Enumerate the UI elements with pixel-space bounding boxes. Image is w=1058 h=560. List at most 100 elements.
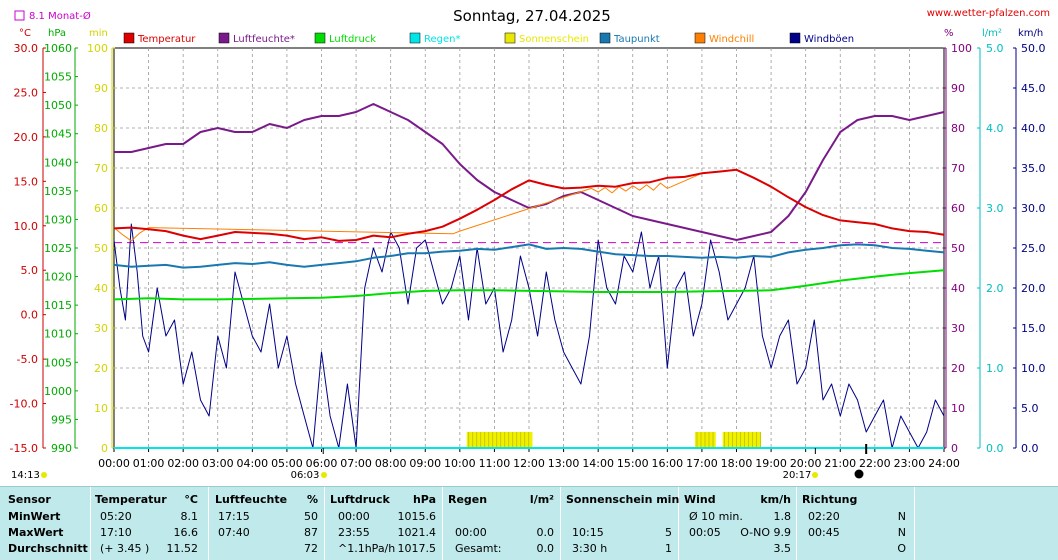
series-temperatur-line (113, 168, 945, 242)
x-tick-label: 19:00 (755, 457, 787, 470)
table-cell: 3:30 h (572, 542, 608, 555)
legend-label: Sonnenschein (519, 34, 589, 45)
wind-axis-tick-label: 40.0 (1021, 122, 1046, 135)
table-divider (678, 487, 679, 560)
sunrise-time: 06:03 (291, 470, 320, 481)
press-axis-tick-label: 1005 (44, 356, 72, 369)
rain-axis-tick-label: 5.0 (986, 42, 1004, 55)
table-cell: 10:15 (572, 526, 604, 539)
sunshine-bar (466, 432, 533, 448)
temp-axis-tick-label: 15.0 (14, 175, 39, 188)
sun-axis-tick-label: 70 (94, 162, 108, 175)
table-cell: 16.6 (173, 526, 199, 539)
press-axis-tick-label: 995 (51, 413, 72, 426)
series-luftfeuchte-line (114, 103, 945, 241)
table-header-unit: l/m² (529, 493, 554, 506)
legend-swatch (789, 32, 801, 44)
table-cell: 05:20 (100, 510, 132, 523)
wind-axis-tick-label: 5.0 (1021, 402, 1039, 415)
sun-axis-tick-label: 90 (94, 82, 108, 95)
table-cell: 8.1 (180, 510, 199, 523)
table-cell: 23:55 (338, 526, 370, 539)
sunshine-bar (722, 432, 761, 448)
temp-axis-tick-label: -5.0 (17, 353, 38, 366)
x-tick-label: 14:00 (582, 457, 614, 470)
hum-axis-tick-label: 30 (951, 322, 965, 335)
table-cell: 07:40 (218, 526, 250, 539)
chart-grid (113, 47, 945, 449)
table-cell: 87 (304, 526, 318, 539)
unit-sun: min (89, 28, 108, 39)
table-header-label: Richtung (802, 493, 858, 506)
sun-axis-tick-label: 100 (87, 42, 108, 55)
rain-axis-tick-label: 0.0 (986, 442, 1004, 455)
series-taupunkt-line (113, 243, 945, 269)
table-header-unit: °C (184, 493, 198, 506)
table-divider (560, 487, 561, 560)
series-luftdruck-line (113, 269, 945, 301)
table-header-label: Regen (448, 493, 488, 506)
table-cell: 1021.4 (397, 526, 437, 539)
unit-wind: km/h (1018, 28, 1043, 39)
press-axis-tick-label: 1040 (44, 156, 72, 169)
table-header-label: Luftdruck (330, 493, 390, 506)
press-axis-tick-label: 1035 (44, 185, 72, 198)
legend-label: Windchill (709, 34, 754, 45)
table-cell: 1.8 (773, 510, 792, 523)
wind-axis-tick-label: 45.0 (1021, 82, 1046, 95)
press-axis-tick-label: 1020 (44, 271, 72, 284)
table-cell: 11.52 (166, 542, 199, 555)
table-cell: 17:10 (100, 526, 132, 539)
hum-axis-tick-label: 100 (951, 42, 972, 55)
table-cell: Gesamt: (455, 542, 502, 555)
wind-axis-tick-label: 20.0 (1021, 282, 1046, 295)
temp-axis-tick-label: 25.0 (14, 86, 39, 99)
press-axis-tick-label: 1000 (44, 385, 72, 398)
current-time: 14:13 (11, 470, 40, 481)
temp-axis-tick-label: -15.0 (10, 442, 38, 455)
x-tick-label: 06:00 (306, 457, 338, 470)
press-axis-tick-label: 1050 (44, 99, 72, 112)
x-tick-label: 16:00 (651, 457, 683, 470)
table-cell: 00:00 (455, 526, 487, 539)
series-windben-line (113, 223, 945, 449)
x-tick-label: 21:00 (824, 457, 856, 470)
chart-legend: Temperatur Luftfeuchte* Luftdruck Regen* Son… (123, 32, 854, 45)
press-axis-tick-label: 1025 (44, 242, 72, 255)
monat-marker-box (14, 10, 25, 21)
x-tick-label: 09:00 (409, 457, 441, 470)
site-url[interactable]: www.wetter-pfalzen.com (927, 8, 1050, 19)
press-axis-tick-label: 1055 (44, 71, 72, 84)
x-tick-label: 01:00 (133, 457, 165, 470)
x-tick-label: 24:00 (928, 457, 960, 470)
unit-press: hPa (48, 28, 66, 39)
hum-axis-tick-label: 80 (951, 122, 965, 135)
legend-swatch (694, 32, 706, 44)
x-tick-label: 05:00 (271, 457, 303, 470)
legend-label: Luftdruck (329, 34, 376, 45)
legend-swatch (314, 32, 326, 44)
table-cell: 1015.6 (397, 510, 437, 523)
hum-axis-tick-label: 70 (951, 162, 965, 175)
press-axis-tick-label: 1060 (44, 42, 72, 55)
wind-axis-tick-label: 30.0 (1021, 202, 1046, 215)
x-tick-label: 18:00 (721, 457, 753, 470)
table-header-label: Luftfeuchte (215, 493, 288, 506)
legend-label: Temperatur (137, 34, 196, 45)
table-divider (796, 487, 797, 560)
x-axis: 00:00 01:00 02:00 03:00 04:00 05:00 06:00 07:00… (98, 448, 960, 470)
hum-axis-tick-label: 0 (951, 442, 958, 455)
x-tick-label: 15:00 (617, 457, 649, 470)
table-cell: 3.5 (773, 542, 792, 555)
left-axes: 30.0 25.0 20.0 15.0 10.0 5.0 0.0 -5.0 -10.0 -15.0… (10, 42, 115, 455)
table-cell: O-NO 9.9 (740, 526, 791, 539)
x-tick-label: 22:00 (859, 457, 891, 470)
temp-axis-tick-label: 20.0 (14, 131, 39, 144)
temp-axis-tick-label: -10.0 (10, 398, 38, 411)
table-divider (90, 487, 91, 560)
sun-axis-tick-label: 80 (94, 122, 108, 135)
legend-label: Luftfeuchte* (233, 34, 295, 45)
rain-axis-tick-label: 4.0 (986, 122, 1004, 135)
table-divider (914, 487, 915, 560)
x-tick-label: 04:00 (236, 457, 268, 470)
